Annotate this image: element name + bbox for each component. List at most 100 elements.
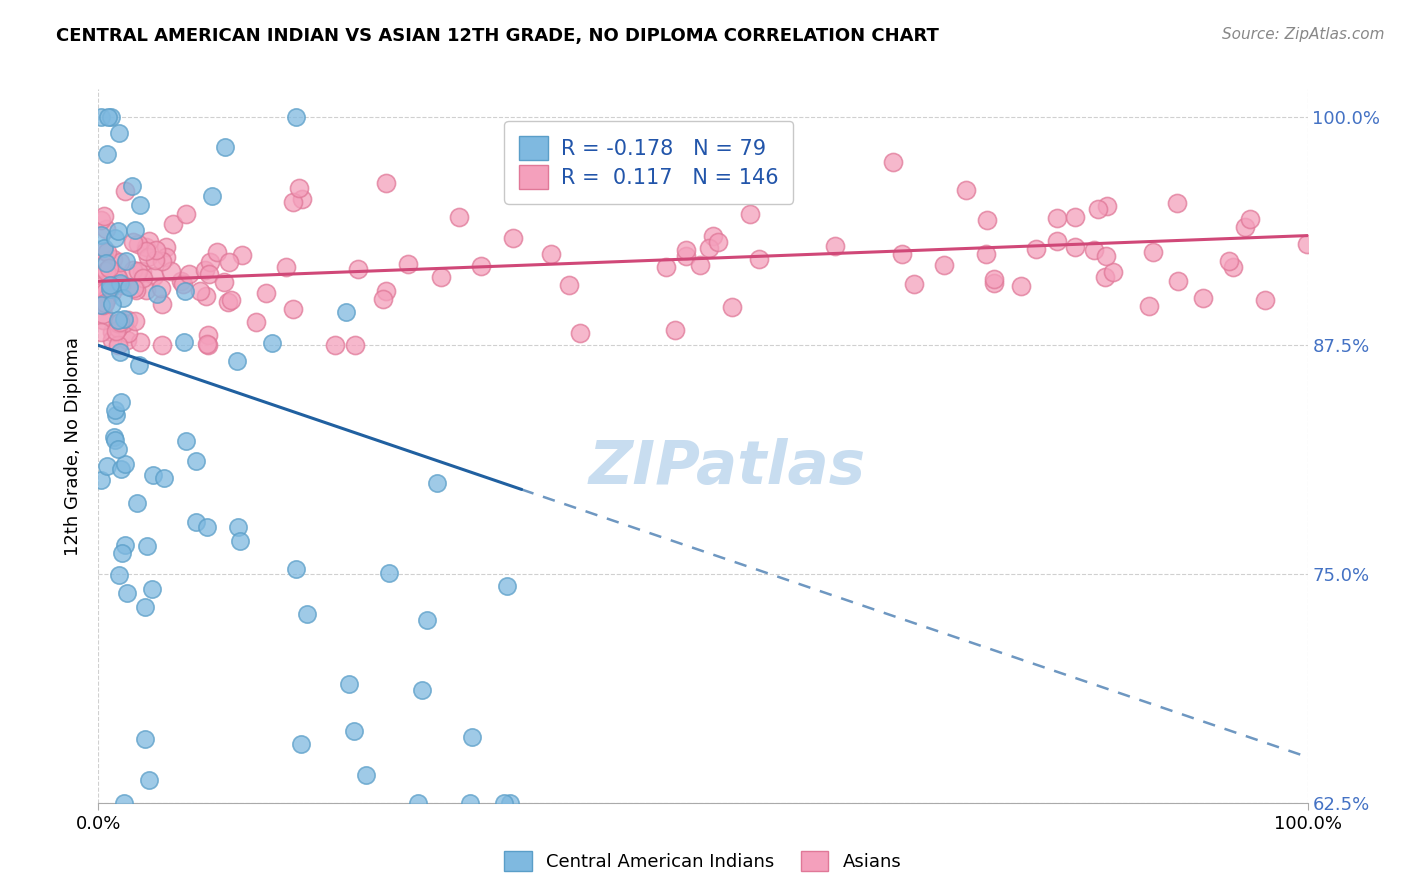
Point: [101, 333, 124, 347]
Point: [179, 267, 201, 281]
Point: [221, 293, 243, 307]
Point: [254, 286, 277, 301]
Point: [96, 263, 118, 277]
Point: [91, 298, 114, 312]
Point: [356, 768, 378, 782]
Point: [146, 287, 169, 301]
Point: [101, 252, 124, 266]
Point: [110, 277, 132, 292]
Point: [1295, 236, 1317, 251]
Point: [96, 291, 118, 305]
Point: [104, 324, 127, 338]
Point: [101, 326, 124, 340]
Point: [396, 257, 419, 271]
Point: [98, 278, 121, 293]
Point: [323, 338, 346, 352]
Point: [101, 285, 124, 299]
Point: [104, 403, 127, 417]
Point: [101, 297, 124, 311]
Point: [675, 249, 697, 263]
Point: [94, 296, 117, 310]
Point: [121, 178, 143, 193]
Point: [127, 263, 149, 277]
Point: [90, 279, 112, 293]
Point: [297, 607, 319, 621]
Point: [1025, 243, 1047, 257]
Point: [93, 282, 115, 296]
Point: [974, 247, 997, 261]
Point: [689, 258, 711, 272]
Point: [976, 213, 998, 227]
Point: [655, 260, 678, 275]
Point: [107, 338, 129, 352]
Point: [107, 442, 129, 456]
Point: [107, 224, 129, 238]
Point: [169, 274, 191, 288]
Point: [174, 284, 197, 298]
Point: [138, 251, 160, 265]
Point: [377, 566, 399, 580]
Point: [150, 281, 173, 295]
Point: [188, 284, 211, 298]
Point: [260, 336, 283, 351]
Point: [276, 260, 298, 274]
Point: [114, 184, 136, 198]
Point: [1192, 291, 1215, 305]
Point: [195, 336, 218, 351]
Point: [104, 272, 127, 286]
Point: [121, 235, 143, 249]
Point: [375, 284, 398, 298]
Point: [104, 231, 127, 245]
Point: [112, 796, 135, 810]
Point: [110, 394, 132, 409]
Point: [127, 495, 149, 509]
Point: [117, 586, 139, 600]
Point: [155, 240, 177, 254]
Point: [160, 264, 183, 278]
Point: [115, 253, 138, 268]
Point: [184, 454, 207, 468]
Point: [96, 147, 118, 161]
Point: [117, 326, 139, 341]
Point: [94, 222, 117, 236]
Point: [141, 582, 163, 596]
Point: [136, 539, 159, 553]
Point: [983, 271, 1005, 285]
Point: [229, 533, 252, 548]
Point: [932, 258, 955, 272]
Point: [205, 244, 228, 259]
Point: [112, 316, 135, 330]
Point: [90, 213, 112, 227]
Point: [124, 314, 146, 328]
Point: [131, 264, 153, 278]
Point: [1137, 300, 1160, 314]
Point: [284, 110, 307, 124]
Point: [172, 277, 194, 291]
Point: [1046, 211, 1069, 226]
Point: [94, 256, 117, 270]
Point: [111, 546, 134, 560]
Point: [1218, 253, 1240, 268]
Point: [105, 267, 128, 281]
Point: [111, 291, 134, 305]
Point: [891, 247, 914, 261]
Point: [173, 334, 195, 349]
Point: [93, 307, 115, 321]
Point: [1239, 212, 1261, 227]
Point: [1222, 260, 1244, 274]
Point: [502, 231, 524, 245]
Point: [288, 181, 311, 195]
Point: [198, 254, 221, 268]
Point: [98, 260, 121, 275]
Point: [430, 270, 453, 285]
Point: [198, 268, 221, 282]
Point: [231, 248, 253, 262]
Point: [1087, 202, 1109, 216]
Point: [569, 326, 592, 340]
Point: [1046, 234, 1069, 248]
Point: [245, 315, 267, 329]
Point: [702, 229, 724, 244]
Point: [882, 154, 904, 169]
Point: [124, 281, 146, 295]
Legend: Central American Indians, Asians: Central American Indians, Asians: [498, 844, 908, 879]
